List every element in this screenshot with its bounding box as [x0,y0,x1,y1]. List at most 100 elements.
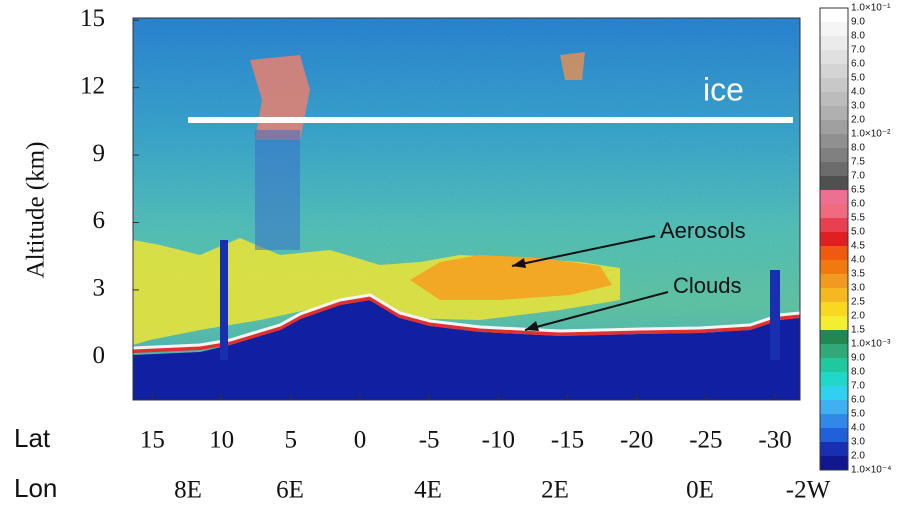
colorbar-label: 3.0 [851,101,865,112]
colorbar-swatch [820,316,848,330]
colorbar-label: 6.5 [851,185,865,196]
colorbar-label: 1.0×10⁻² [851,129,891,140]
colorbar-label: 8.0 [851,367,865,378]
backscatter-image [133,18,800,400]
colorbar-swatch [820,232,848,246]
colorbar-label: 6.0 [851,59,865,70]
colorbar-swatch [820,260,848,274]
colorbar-swatch [820,162,848,176]
colorbar-label: 9.0 [851,353,865,364]
colorbar-label: 5.0 [851,73,865,84]
colorbar-swatch [820,120,848,134]
y-tick-label: 9 [93,140,106,167]
arrow [524,291,669,331]
x-tick-label: -30 [758,427,791,454]
colorbar-swatch [820,92,848,106]
colorbar-label: 5.5 [851,213,865,224]
colorbar-label: 7.5 [851,157,865,168]
colorbar-label: 3.5 [851,269,865,280]
colorbar-label: 7.0 [851,381,865,392]
y-tick-label: 12 [80,72,105,99]
colorbar-swatch [820,358,848,372]
x-tick-label: -20 [620,427,653,454]
annotation: ice [703,71,744,107]
x-tick-label: -15 [551,427,584,454]
lon-tick-label: -2W [786,477,831,504]
lon-tick-label: 8E [174,477,202,504]
colorbar-label: 5.0 [851,409,865,420]
colorbar-swatch [820,344,848,358]
y-tick-label: 6 [93,207,106,234]
colorbar-swatch [820,428,848,442]
x-tick-label: 10 [209,427,234,454]
colorbar-label: 3.0 [851,283,865,294]
x-tick-label: -5 [419,427,440,454]
colorbar-swatch [820,302,848,316]
colorbar-label: 4.0 [851,423,865,434]
y-tick-label: 0 [93,342,106,369]
x-tick-label: -25 [689,427,722,454]
colorbar-swatch [820,442,848,456]
x-tick-label: -10 [482,427,515,454]
colorbar-swatch [820,190,848,204]
colorbar-label: 8.0 [851,31,865,42]
lon-tick-label: 2E [541,477,569,504]
colorbar-label: 2.0 [851,115,865,126]
annotation: Aerosols [660,218,746,243]
lon-axis-label: Lon [14,473,57,503]
y-tick-label: 3 [93,275,106,302]
colorbar-label: 7.0 [851,171,865,182]
lon-tick-label: 0E [686,477,714,504]
x-tick-label: 15 [140,427,165,454]
colorbar-label: 2.0 [851,311,865,322]
colorbar-label: 2.0 [851,451,865,462]
colorbar-label: 7.0 [851,45,865,56]
colorbar-frame [819,7,849,471]
colorbar-swatch [820,36,848,50]
colorbar-swatch [820,22,848,36]
arrow [511,235,656,267]
arrow-head [512,258,526,268]
annotation: Clouds [673,273,741,298]
colorbar-label: 1.0×10⁻⁴ [851,465,891,476]
colorbar-swatch [820,274,848,288]
x-axis-label: Lat [14,423,51,453]
colorbar-swatch [820,288,848,302]
colorbar-swatch [820,204,848,218]
colorbar-swatch [820,456,848,470]
colorbar-label: 4.0 [851,87,865,98]
y-axis-label: Altitude (km) [23,142,50,279]
colorbar-label: 6.0 [851,395,865,406]
lon-tick-label: 6E [276,477,304,504]
x-tick-label: 5 [285,427,298,454]
colorbar-swatch [820,330,848,344]
colorbar-label: 1.0×10⁻³ [851,339,891,350]
plot-frame [132,17,801,401]
lon-tick-label: 4E [414,477,442,504]
colorbar-label: 5.0 [851,227,865,238]
colorbar-swatch [820,106,848,120]
colorbar-swatch [820,218,848,232]
colorbar-swatch [820,176,848,190]
colorbar-label: 1.0×10⁻¹ [851,3,891,14]
colorbar-label: 6.0 [851,199,865,210]
colorbar-label: 4.5 [851,241,865,252]
colorbar-swatch [820,64,848,78]
colorbar-swatch [820,148,848,162]
colorbar-swatch [820,246,848,260]
colorbar-label: 8.0 [851,143,865,154]
y-tick-label: 15 [80,5,105,32]
colorbar-label: 9.0 [851,17,865,28]
colorbar-label: 2.5 [851,297,865,308]
colorbar-swatch [820,50,848,64]
colorbar-swatch [820,78,848,92]
arrow-head [525,321,539,331]
colorbar-swatch [820,134,848,148]
colorbar-swatch [820,414,848,428]
colorbar-swatch [820,8,848,22]
colorbar-label: 4.0 [851,255,865,266]
colorbar-swatch [820,372,848,386]
x-tick-label: 0 [354,427,367,454]
colorbar-swatch [820,400,848,414]
